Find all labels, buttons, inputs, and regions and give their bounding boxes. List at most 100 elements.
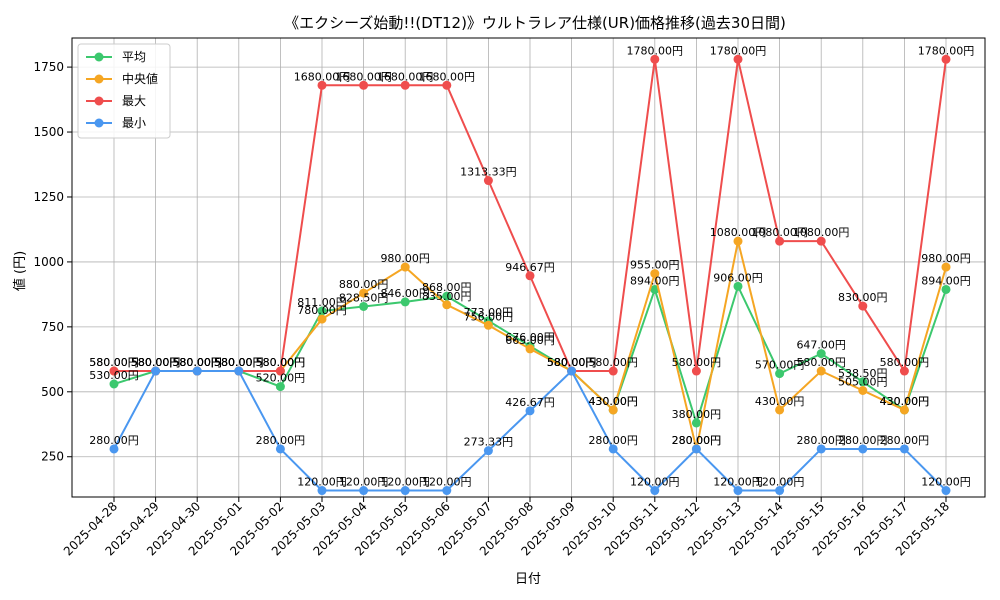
data-point: [775, 405, 785, 415]
data-label: 580.00円: [547, 356, 597, 369]
data-label: 1780.00円: [627, 44, 684, 57]
data-label: 120.00円: [713, 476, 763, 489]
data-label: 580.00円: [547, 356, 597, 369]
data-label: 955.00円: [630, 259, 680, 272]
data-label: 580.00円: [172, 356, 222, 369]
data-label: 120.00円: [422, 476, 472, 489]
data-point: [733, 54, 743, 64]
data-point: [858, 377, 868, 387]
legend-item: 最小: [86, 116, 146, 130]
legend-label: 最小: [122, 116, 146, 130]
data-point: [442, 486, 452, 496]
data-point: [400, 486, 410, 496]
data-label: 1680.00円: [377, 70, 434, 83]
data-point: [733, 236, 743, 246]
y-tick-label: 500: [41, 385, 64, 399]
data-label: 906.00円: [713, 271, 763, 284]
data-point: [899, 405, 909, 415]
data-label: 280.00円: [89, 434, 139, 447]
data-point: [567, 366, 577, 376]
data-point: [359, 486, 369, 496]
data-label: 828.50円: [339, 291, 389, 304]
data-label: 580.00円: [214, 356, 264, 369]
data-point: [400, 80, 410, 90]
data-label: 580.00円: [172, 356, 222, 369]
data-label: 980.00円: [380, 252, 430, 265]
data-labels: 530.00円580.00円580.00円580.00円520.00円811.0…: [89, 44, 974, 488]
legend-box: [77, 43, 171, 139]
data-label: 811.00円: [297, 296, 347, 309]
data-point: [525, 271, 535, 281]
data-label: 880.00円: [339, 278, 389, 291]
data-point: [608, 405, 618, 415]
data-label: 120.00円: [921, 476, 971, 489]
data-label: 380.00円: [672, 408, 722, 421]
plot-frame: [71, 37, 986, 498]
data-point: [483, 176, 493, 186]
series-3: [109, 366, 951, 496]
legend-marker: [94, 96, 104, 106]
data-point: [816, 236, 826, 246]
data-label: 1080.00円: [710, 226, 767, 239]
data-point: [359, 301, 369, 311]
data-point: [816, 349, 826, 359]
data-point: [858, 444, 868, 454]
data-point: [941, 284, 951, 294]
data-label: 430.00円: [880, 395, 930, 408]
data-point: [359, 80, 369, 90]
data-label: 280.00円: [256, 434, 306, 447]
data-point: [691, 418, 701, 428]
data-point: [733, 281, 743, 291]
data-point: [691, 366, 701, 376]
data-point: [317, 306, 327, 316]
y-tick-label: 250: [41, 450, 64, 464]
y-tick-label: 1750: [33, 60, 64, 74]
data-label: 1313.33円: [460, 166, 517, 179]
data-label: 894.00円: [921, 274, 971, 287]
data-point: [275, 382, 285, 392]
data-label: 846.00円: [380, 287, 430, 300]
data-point: [400, 297, 410, 307]
data-label: 773.00円: [464, 306, 514, 319]
data-point: [941, 486, 951, 496]
data-label: 580.00円: [131, 356, 181, 369]
data-point: [608, 366, 618, 376]
data-label: 580.00円: [89, 356, 139, 369]
legend-item: 平均: [86, 50, 146, 64]
data-label: 580.00円: [588, 356, 638, 369]
data-point: [691, 444, 701, 454]
y-tick-label: 1000: [33, 255, 64, 269]
data-point: [941, 262, 951, 272]
legend-marker: [94, 52, 104, 62]
data-label: 120.00円: [339, 476, 389, 489]
data-label: 280.00円: [672, 434, 722, 447]
data-label: 1680.00円: [419, 70, 476, 83]
data-label: 580.00円: [131, 356, 181, 369]
data-label: 580.00円: [172, 356, 222, 369]
data-label: 580.00円: [547, 356, 597, 369]
data-point: [109, 444, 119, 454]
data-label: 280.00円: [672, 434, 722, 447]
data-point: [317, 314, 327, 324]
data-label: 580.00円: [256, 356, 306, 369]
data-label: 580.00円: [131, 356, 181, 369]
data-label: 1780.00円: [710, 44, 767, 57]
data-label: 894.00円: [630, 274, 680, 287]
data-point: [858, 301, 868, 311]
data-label: 120.00円: [755, 476, 805, 489]
y-axis-label: 値 (円): [12, 251, 28, 291]
data-point: [317, 486, 327, 496]
data-label: 835.00円: [422, 290, 472, 303]
data-point: [775, 369, 785, 379]
data-label: 580.00円: [214, 356, 264, 369]
data-label: 273.33円: [464, 436, 514, 449]
y-tick-label: 1500: [33, 125, 64, 139]
data-label: 1680.00円: [335, 70, 392, 83]
data-label: 430.00円: [755, 395, 805, 408]
legend-item: 最大: [86, 94, 146, 108]
data-point: [483, 320, 493, 330]
data-point: [359, 288, 369, 298]
y-tick-label: 1250: [33, 190, 64, 204]
data-point: [525, 344, 535, 354]
